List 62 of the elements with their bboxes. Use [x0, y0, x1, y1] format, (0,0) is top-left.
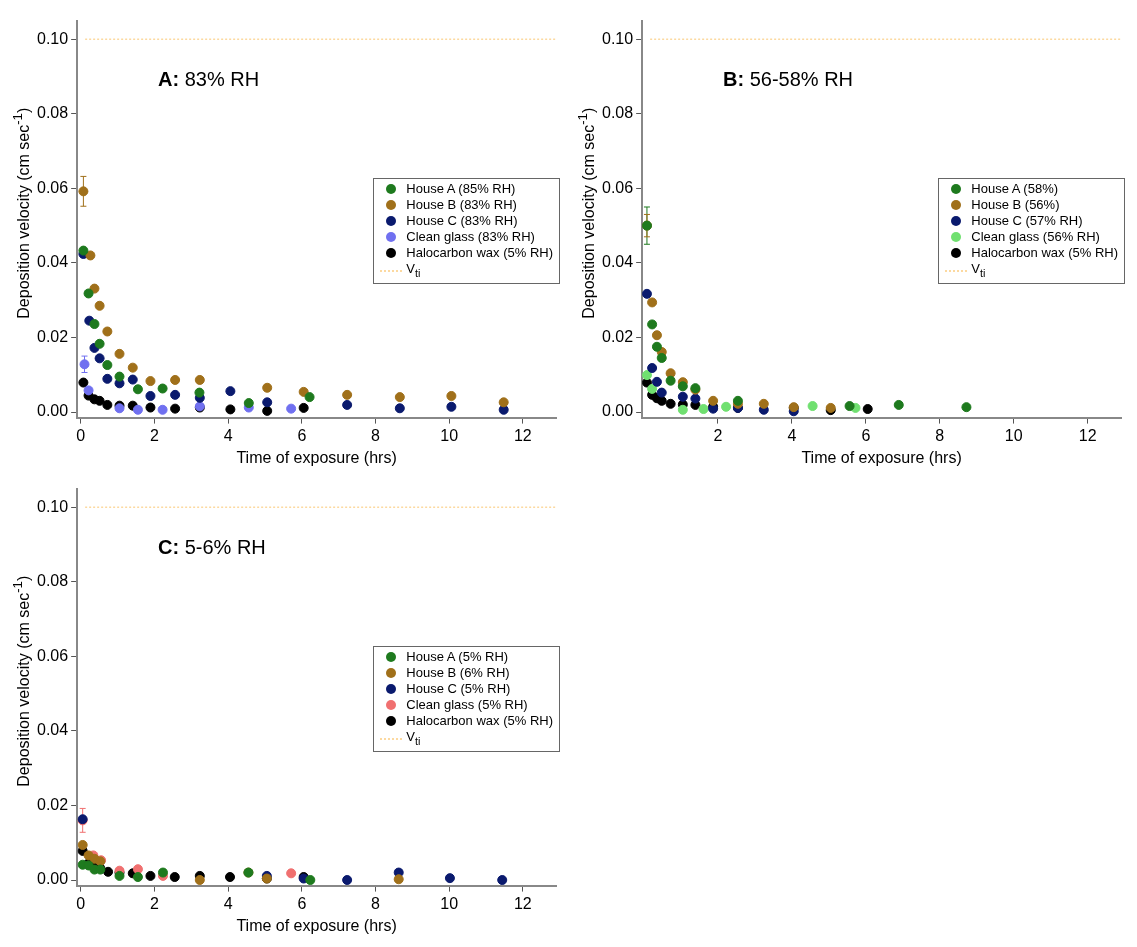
y-tick-label: 0.08 — [37, 104, 69, 122]
legend-label: House A (58%) — [970, 181, 1060, 197]
legend-label: House C (5% RH) — [405, 681, 512, 697]
legend-label: Halocarbon wax (5% RH) — [405, 713, 553, 729]
x-tick-label: 4 — [787, 426, 797, 444]
y-tick-label: 0.08 — [37, 572, 69, 590]
x-tick-label: 4 — [223, 894, 233, 912]
y-tick-label: 0.10 — [37, 29, 69, 47]
y-tick-label: 0.10 — [37, 497, 69, 515]
x-axis-title: Time of exposure (hrs) — [236, 916, 397, 934]
x-tick-label: 12 — [513, 894, 532, 912]
legend-label: V$_{ti}$ — [406, 261, 421, 281]
x-tick-label: 8 — [371, 426, 381, 444]
legend-label: House B (6% RH) — [405, 665, 511, 681]
y-tick-label: 0.04 — [602, 253, 634, 271]
y-tick-label: 0.06 — [37, 646, 69, 664]
x-axis-title: Time of exposure (hrs) — [236, 448, 397, 466]
legend-label: House A (85% RH) — [405, 181, 517, 197]
legend-label: House B (56%) — [970, 197, 1061, 213]
x-tick-label: 2 — [150, 894, 160, 912]
annotation: A: 83% RH — [158, 68, 260, 91]
y-tick-label: 0.02 — [602, 327, 634, 345]
y-tick-label: 0.06 — [37, 178, 69, 196]
x-tick-label: 12 — [1078, 426, 1097, 444]
legend-label: Clean glass (5% RH) — [405, 697, 529, 713]
x-tick-label: 8 — [935, 426, 945, 444]
y-tick-label: 0.08 — [602, 104, 634, 122]
x-tick-label: 12 — [513, 426, 532, 444]
y-tick-label: 0.00 — [602, 402, 634, 420]
x-tick-label: 2 — [150, 426, 160, 444]
y-tick-label: 0.02 — [37, 327, 69, 345]
legend-label: House B (83% RH) — [405, 197, 518, 213]
annotation: C: 5-6% RH — [158, 536, 266, 559]
x-tick-label: 8 — [371, 894, 381, 912]
y-tick-label: 0.02 — [37, 795, 69, 813]
y-tick-label: 0.00 — [37, 402, 69, 420]
x-tick-label: 6 — [297, 426, 307, 444]
x-tick-label: 0 — [76, 426, 86, 444]
y-tick-label: 0.04 — [37, 253, 69, 271]
y-tick-label: 0.04 — [37, 721, 69, 739]
x-axis-title: Time of exposure (hrs) — [801, 448, 962, 466]
legend-label: V$_{ti}$ — [971, 261, 986, 281]
legend-label: House A (5% RH) — [405, 649, 510, 665]
legend-label: Halocarbon wax (5% RH) — [405, 245, 553, 261]
x-tick-label: 6 — [861, 426, 871, 444]
legend-label: V$_{ti}$ — [406, 729, 421, 749]
x-tick-label: 10 — [440, 426, 459, 444]
y-tick-label: 0.00 — [37, 870, 69, 888]
legend-label: Clean glass (83% RH) — [405, 229, 536, 245]
x-tick-label: 0 — [76, 894, 86, 912]
legend-label: Halocarbon wax (5% RH) — [970, 245, 1118, 261]
legend-label: House C (57% RH) — [970, 213, 1084, 229]
x-tick-label: 4 — [223, 426, 233, 444]
annotation: B: 56-58% RH — [723, 68, 854, 91]
x-tick-label: 10 — [440, 894, 459, 912]
y-tick-label: 0.06 — [602, 178, 634, 196]
legend-label: Clean glass (56% RH) — [970, 229, 1101, 245]
x-tick-label: 2 — [713, 426, 723, 444]
legend-label: House C (83% RH) — [405, 213, 519, 229]
x-tick-label: 6 — [297, 894, 307, 912]
y-tick-label: 0.10 — [602, 29, 634, 47]
x-tick-label: 10 — [1004, 426, 1023, 444]
